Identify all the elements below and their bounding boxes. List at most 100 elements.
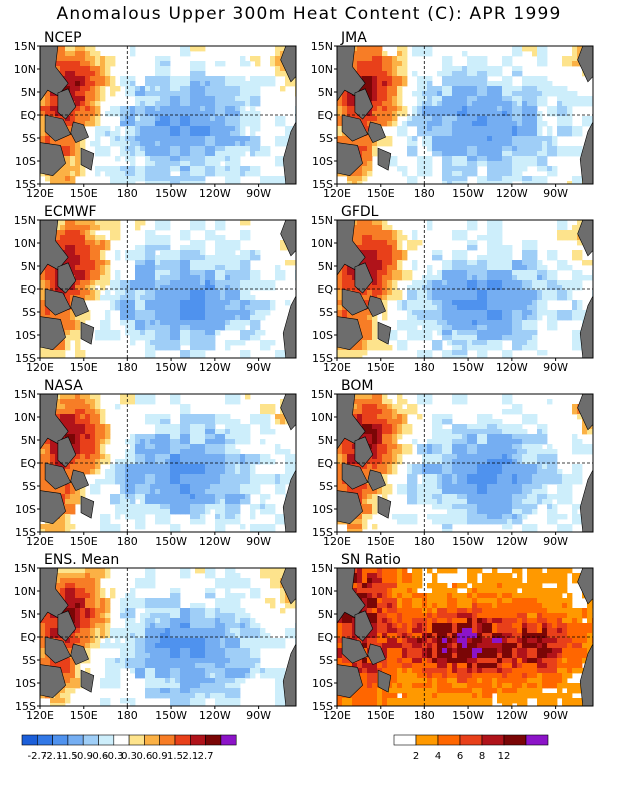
panel-label: NASA: [44, 378, 83, 394]
lat-tick-label: 10S: [312, 155, 333, 168]
lon-tick-label: 120E: [26, 535, 54, 548]
lon-tick-label: 150E: [367, 361, 395, 374]
panel-label: JMA: [340, 30, 367, 46]
field-raster: [337, 46, 593, 184]
lon-tick-label: 90W: [543, 709, 568, 722]
lon-tick-label: 90W: [246, 187, 271, 200]
lat-tick-label: 15S: [312, 352, 333, 365]
lon-tick-label: 90W: [246, 361, 271, 374]
colorbar-swatch: [174, 734, 191, 746]
colorbar-label: 4: [435, 751, 441, 762]
colorbar-label: -2.1: [43, 751, 63, 762]
colorbar-swatch: [459, 734, 483, 746]
lon-tick-label: 120E: [26, 709, 54, 722]
lon-tick-label: 150E: [70, 361, 98, 374]
field-raster: [40, 394, 296, 532]
lon-tick-label: 180: [414, 361, 435, 374]
land-mask: [337, 568, 593, 706]
field-raster: [337, 220, 593, 358]
lat-tick-label: 10S: [15, 155, 36, 168]
lat-tick-label: 10S: [15, 329, 36, 342]
colorbar-label: 8: [479, 751, 485, 762]
lat-tick-label: 10N: [311, 63, 333, 76]
lat-tick-label: 10S: [312, 503, 333, 516]
lat-tick-label: EQ: [317, 457, 333, 470]
lat-tick-label: 15N: [311, 214, 333, 227]
lat-tick-label: EQ: [317, 283, 333, 296]
lat-tick-label: 5S: [319, 480, 333, 493]
lat-tick-label: EQ: [20, 283, 36, 296]
lat-tick-label: 10N: [14, 237, 36, 250]
colorbar-swatch: [36, 734, 53, 746]
lon-tick-label: 150E: [70, 187, 98, 200]
lon-tick-label: 150W: [452, 709, 484, 722]
colorbar-label: -1.5: [58, 751, 78, 762]
lon-tick-label: 120W: [199, 535, 231, 548]
lat-tick-label: 5N: [21, 434, 36, 447]
lat-tick-label: 15S: [15, 700, 36, 713]
lat-tick-label: 10N: [14, 63, 36, 76]
colorbar-swatch: [503, 734, 527, 746]
lat-tick-label: EQ: [20, 457, 36, 470]
figure-title: Anomalous Upper 300m Heat Content (C): A…: [56, 4, 562, 24]
lon-tick-label: 180: [117, 361, 138, 374]
lon-tick-label: 120W: [496, 709, 528, 722]
lon-tick-label: 180: [117, 709, 138, 722]
lon-tick-label: 150E: [70, 709, 98, 722]
lat-tick-label: 10N: [311, 585, 333, 598]
lat-tick-label: 15N: [311, 40, 333, 53]
colorbar-swatch: [190, 734, 206, 746]
lat-tick-label: 15S: [15, 352, 36, 365]
lat-tick-label: 5N: [318, 434, 333, 447]
panel-label: SN Ratio: [341, 552, 401, 568]
lat-tick-label: EQ: [317, 631, 333, 644]
colorbar-swatch: [144, 734, 160, 746]
lon-tick-label: 120E: [323, 709, 351, 722]
lat-tick-label: 5S: [22, 132, 36, 145]
lat-tick-label: 5N: [21, 608, 36, 621]
lat-tick-label: 15S: [312, 526, 333, 539]
lat-tick-label: 10S: [312, 329, 333, 342]
lat-tick-label: 5N: [21, 260, 36, 273]
lat-tick-label: 15N: [14, 562, 36, 575]
lon-tick-label: 150W: [155, 709, 187, 722]
lat-tick-label: 15N: [14, 388, 36, 401]
colorbar-swatch: [128, 734, 145, 746]
colorbar-label: 1.5: [167, 751, 183, 762]
lat-tick-label: 5N: [318, 86, 333, 99]
lat-tick-label: 10N: [311, 411, 333, 424]
lat-tick-label: 5S: [22, 306, 36, 319]
colorbar-swatch: [415, 734, 439, 746]
land-mask: [40, 220, 296, 358]
lon-tick-label: 180: [117, 187, 138, 200]
field-raster: [337, 394, 593, 532]
lon-tick-label: 90W: [246, 709, 271, 722]
colorbar-swatch: [113, 734, 130, 746]
colorbar-label: 2.1: [182, 751, 198, 762]
colorbar-label: 6: [457, 751, 463, 762]
colorbar-label: -2.7: [28, 751, 48, 762]
lon-tick-label: 120W: [496, 361, 528, 374]
colorbar-swatch: [525, 734, 549, 746]
colorbar-swatch: [393, 734, 417, 746]
land-mask: [40, 568, 296, 706]
colorbar-swatch: [437, 734, 461, 746]
field-raster: [40, 46, 296, 184]
colorbar-swatch: [21, 734, 38, 746]
lon-tick-label: 180: [414, 187, 435, 200]
lat-tick-label: 5N: [318, 608, 333, 621]
land-mask: [40, 46, 296, 184]
lon-tick-label: 150E: [367, 187, 395, 200]
lon-tick-label: 120E: [26, 187, 54, 200]
lon-tick-label: 120E: [323, 187, 351, 200]
colorbar-swatch: [98, 734, 115, 746]
lon-tick-label: 90W: [543, 187, 568, 200]
lat-tick-label: 15N: [14, 214, 36, 227]
panel-label: NCEP: [44, 30, 82, 46]
lon-tick-label: 120W: [496, 187, 528, 200]
lon-tick-label: 150W: [155, 361, 187, 374]
lon-tick-label: 120E: [323, 535, 351, 548]
